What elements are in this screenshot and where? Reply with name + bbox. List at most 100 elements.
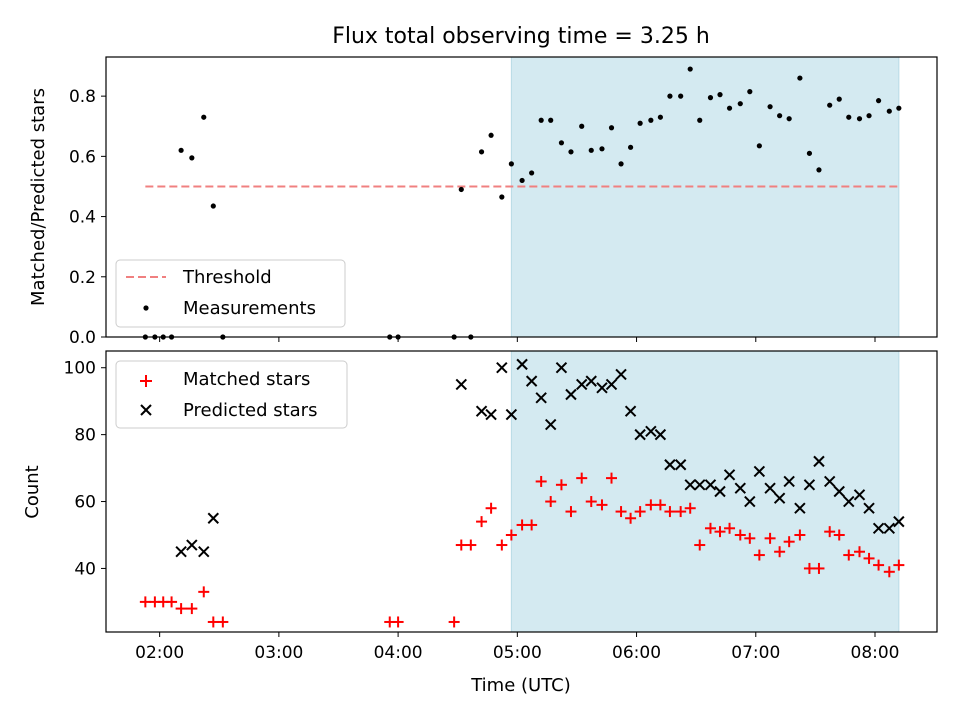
matched-stars-point bbox=[606, 472, 618, 484]
measurement-point bbox=[588, 147, 594, 153]
measurement-point bbox=[886, 108, 892, 114]
top-axes-frame bbox=[105, 56, 938, 338]
predicted-stars-point bbox=[783, 475, 795, 488]
bottom-ytick-label: 100 bbox=[64, 359, 96, 379]
matched-stars-point bbox=[175, 603, 187, 615]
matched-stars-point bbox=[724, 522, 736, 534]
predicted-stars-point bbox=[596, 382, 608, 394]
measurement-point bbox=[678, 93, 684, 99]
measurement-point bbox=[608, 125, 615, 131]
matched-stars-point bbox=[854, 546, 866, 558]
measurement-point bbox=[201, 114, 207, 120]
legend-measurements-label: Measurements bbox=[183, 298, 316, 319]
matched-stars-point bbox=[625, 512, 637, 524]
measurement-point bbox=[786, 116, 792, 122]
matched-stars-point bbox=[207, 616, 219, 628]
predicted-stars-point bbox=[198, 546, 210, 558]
predicted-stars-point bbox=[684, 479, 696, 491]
matched-stars-point bbox=[455, 539, 467, 551]
matched-stars-point bbox=[615, 506, 627, 518]
measurement-point bbox=[178, 147, 184, 153]
predicted-stars-point bbox=[605, 378, 618, 391]
measurement-point bbox=[568, 149, 574, 155]
predicted-stars-point bbox=[475, 405, 488, 417]
bottom-xtick-label: 03:00 bbox=[254, 643, 303, 663]
predicted-stars-point bbox=[773, 492, 786, 504]
predicted-stars-point bbox=[893, 515, 905, 528]
matched-stars-point bbox=[645, 499, 657, 511]
top-y-axis-label: Matched/Predicted stars bbox=[28, 88, 49, 306]
predicted-stars-point bbox=[207, 512, 220, 524]
predicted-stars-point bbox=[565, 388, 577, 401]
measurement-point bbox=[488, 132, 494, 138]
matched-stars-point bbox=[664, 506, 676, 518]
matched-stars-point bbox=[843, 549, 855, 561]
predicted-stars-point bbox=[723, 469, 736, 481]
predicted-stars-point bbox=[654, 428, 667, 441]
predicted-stars-point bbox=[853, 489, 866, 501]
predicted-stars-point bbox=[704, 479, 717, 491]
predicted-stars-point bbox=[863, 502, 875, 514]
measurement-point bbox=[667, 93, 673, 99]
predicted-stars-point bbox=[624, 405, 637, 417]
measurement-point bbox=[508, 161, 514, 167]
predicted-stars-point bbox=[753, 465, 766, 478]
top-legend: Threshold Measurements bbox=[115, 259, 346, 328]
measurement-point bbox=[529, 170, 535, 176]
predicted-stars-point bbox=[634, 428, 646, 441]
predicted-stars-point bbox=[175, 546, 187, 558]
observing-window-shade bbox=[510, 56, 900, 338]
legend-matched-label: Matched stars bbox=[183, 369, 310, 390]
matched-stars-point bbox=[496, 539, 508, 551]
measurement-point bbox=[717, 92, 723, 98]
predicted-stars-point bbox=[833, 485, 845, 498]
measurement-point bbox=[519, 177, 525, 184]
predicted-stars-point bbox=[694, 479, 706, 491]
bottom-panel: 40 60 80 100 02:00 03:00 04:00 05:00 06:00 07:00… bbox=[22, 350, 938, 696]
measurement-point bbox=[777, 113, 783, 119]
top-panel: 0.00.20.40.60.8 Matched/Predicted stars … bbox=[28, 56, 938, 348]
predicted-stars-point bbox=[485, 408, 497, 421]
measurement-point bbox=[866, 113, 872, 119]
matched-stars-point bbox=[704, 522, 716, 534]
bottom-xtick-label: 05:00 bbox=[493, 643, 542, 663]
matched-stars-point bbox=[833, 529, 845, 541]
legend-measurements-swatch bbox=[143, 305, 149, 311]
top-ytick-label: 0.2 bbox=[69, 268, 96, 288]
matched-stars-point bbox=[392, 616, 404, 628]
matched-stars-point bbox=[465, 539, 477, 551]
predicted-stars-point bbox=[555, 362, 568, 374]
measurement-point bbox=[458, 186, 464, 193]
chart-title: Flux total observing time = 3.25 h bbox=[332, 24, 710, 49]
matched-stars-point bbox=[217, 616, 229, 628]
predicted-stars-point bbox=[505, 408, 518, 421]
bottom-axes-frame bbox=[105, 350, 938, 633]
bottom-xtick-label: 07:00 bbox=[731, 643, 780, 663]
legend-predicted-label: Predicted stars bbox=[183, 400, 317, 421]
bottom-ytick-label: 80 bbox=[74, 426, 96, 446]
measurement-point bbox=[806, 150, 813, 156]
matched-stars-point bbox=[565, 506, 577, 518]
predicted-stars-point bbox=[872, 522, 885, 535]
measurement-point bbox=[827, 102, 833, 108]
matched-stars-point bbox=[576, 472, 588, 484]
predicted-stars-point bbox=[794, 502, 806, 514]
measurement-point bbox=[618, 161, 624, 167]
predicted-stars-point bbox=[813, 455, 825, 468]
matched-stars-point bbox=[596, 499, 608, 511]
measurement-point bbox=[726, 105, 733, 111]
predicted-stars-point bbox=[585, 375, 597, 387]
measurement-point bbox=[836, 96, 842, 102]
predicted-stars-point bbox=[764, 482, 776, 494]
measurement-point bbox=[697, 117, 703, 123]
predicted-stars-point bbox=[545, 418, 557, 431]
measurement-point bbox=[538, 117, 544, 123]
matched-stars-point bbox=[654, 499, 666, 511]
measurement-point bbox=[846, 114, 852, 120]
matched-stars-point bbox=[893, 559, 905, 571]
legend-matched-swatch bbox=[140, 375, 152, 387]
observing-window-shade bbox=[510, 350, 900, 633]
matched-stars-point bbox=[813, 562, 825, 574]
predicted-stars-point bbox=[576, 378, 588, 391]
